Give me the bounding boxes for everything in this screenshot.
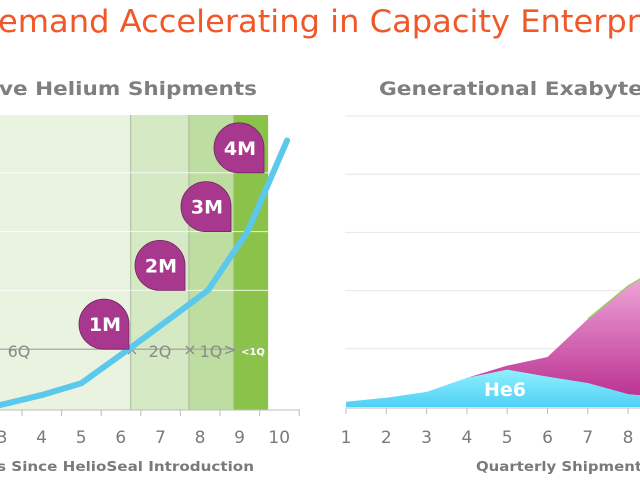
x-tick-label: 3	[0, 428, 7, 448]
milestone-label: 4M	[224, 138, 256, 160]
x-tick-label: 8	[195, 428, 206, 448]
x-tick-label: 6	[542, 428, 553, 448]
x-tick-label: 5	[76, 428, 87, 448]
milestone-pin	[134, 240, 186, 291]
milestone-pin	[213, 122, 265, 174]
interval-label: <1Q	[241, 347, 265, 358]
he6-label: He6	[484, 379, 526, 401]
left-x-axis-label: s Since HelioSeal Introduction	[0, 460, 254, 475]
milestone-label: 1M	[89, 314, 121, 336]
x-tick-label: 2	[381, 428, 392, 448]
milestone-pin	[180, 181, 232, 232]
interval-label: 2Q	[149, 342, 172, 361]
top-edge	[587, 278, 640, 320]
interval-marker: >	[223, 340, 236, 359]
interval-label: 1Q	[200, 342, 223, 361]
x-tick-label: 5	[502, 428, 513, 448]
interval-marker: ×	[183, 340, 196, 359]
right-chart: 1 2 3 4 5 6 7 8 He6	[341, 115, 640, 448]
milestone-pin	[78, 298, 130, 350]
left-chart-title: ve Helium Shipments	[0, 78, 257, 100]
x-tick-label: 8	[623, 428, 634, 448]
x-tick-label: 9	[234, 428, 245, 448]
x-tick-label: 1	[341, 428, 352, 448]
x-tick-label: 3	[421, 428, 432, 448]
milestone-label: 2M	[145, 255, 177, 277]
x-tick-label: 4	[461, 428, 472, 448]
milestone-label: 3M	[191, 197, 223, 219]
right-chart-title: Generational Exabyte	[379, 78, 640, 100]
next-gen-area	[346, 279, 640, 402]
time-band	[0, 115, 131, 410]
slide-title: emand Accelerating in Capacity Enterpr	[0, 4, 640, 40]
interval-label: 6Q	[8, 342, 31, 361]
x-tick-label: 7	[582, 428, 593, 448]
x-tick-label: 4	[36, 428, 47, 448]
right-x-axis-label: Quarterly Shipment	[476, 460, 640, 475]
x-tick-label: 7	[155, 428, 166, 448]
x-tick-label: 10	[268, 428, 290, 448]
x-tick-label: 6	[115, 428, 126, 448]
he6-area	[346, 369, 640, 407]
